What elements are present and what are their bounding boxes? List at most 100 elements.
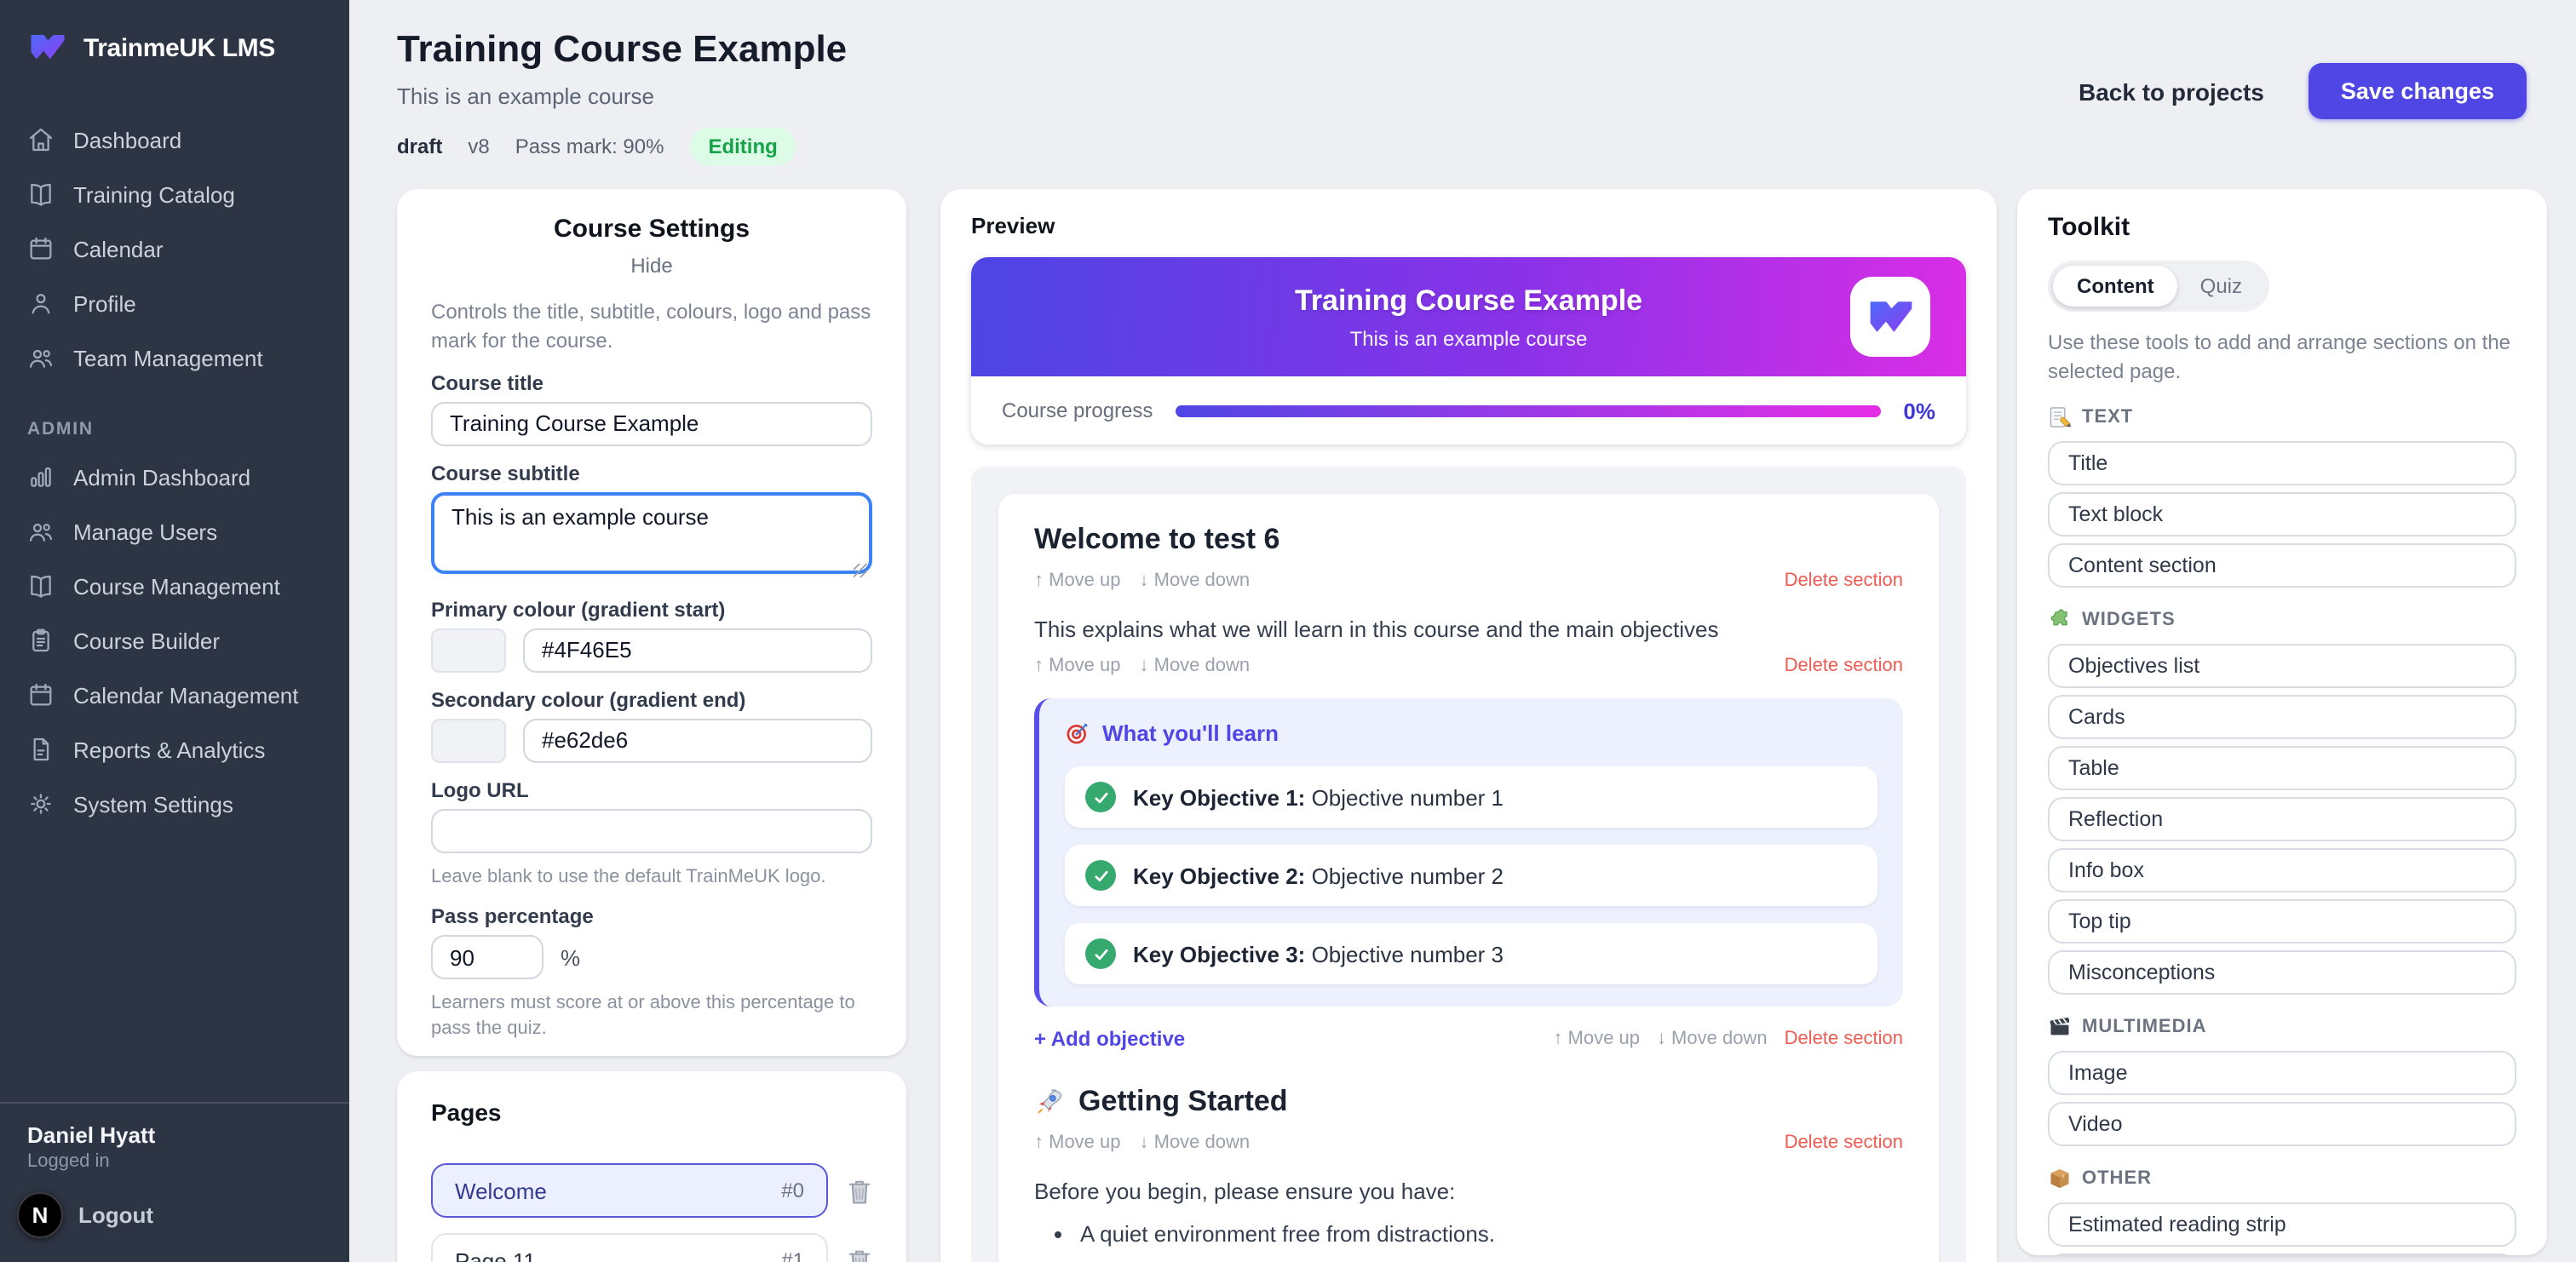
sidebar-item-label: System Settings <box>73 791 233 817</box>
badge-row: draft v8 Pass mark: 90% Editing <box>397 128 2528 165</box>
tool-title[interactable]: Title <box>2048 441 2516 486</box>
tool-cards[interactable]: Cards <box>2048 695 2516 740</box>
primary-colour-swatch[interactable] <box>431 628 506 673</box>
pass-percentage-input[interactable] <box>431 935 543 980</box>
tab-content[interactable]: Content <box>2053 266 2178 307</box>
objective-item: Key Objective 3: Objective number 3 <box>1065 923 1877 984</box>
calendar-icon <box>30 683 52 706</box>
group-label-other: OTHER <box>2048 1167 2516 1190</box>
logout-row: N Logout <box>0 1179 349 1262</box>
tool-image[interactable]: Image <box>2048 1051 2516 1096</box>
group-label-widgets: WIDGETS <box>2048 608 2516 632</box>
sidebar-item-reports-analytics[interactable]: Reports & Analytics <box>0 722 349 777</box>
delete-page-button[interactable] <box>847 1176 872 1205</box>
secondary-colour-label: Secondary colour (gradient end) <box>431 687 746 712</box>
sidebar-item-profile[interactable]: Profile <box>0 276 349 330</box>
course-title-input[interactable] <box>431 401 872 446</box>
section-intro: Before you begin, please ensure you have… <box>1034 1179 1456 1204</box>
primary-colour-input[interactable] <box>523 628 872 673</box>
move-down-button[interactable]: ↓ Move down <box>1139 571 1251 591</box>
secondary-colour-input[interactable] <box>523 718 872 763</box>
move-down-button[interactable]: ↓ Move down <box>1656 1029 1768 1049</box>
banner-logo-chip <box>1850 277 1930 357</box>
page-item-welcome[interactable]: Welcome #0 <box>431 1163 828 1218</box>
move-up-button[interactable]: ↑ Move up <box>1553 1029 1640 1049</box>
delete-section-button[interactable]: Delete section <box>1784 1133 1903 1153</box>
page-name: Welcome <box>455 1178 547 1203</box>
tool-text-block[interactable]: Text block <box>2048 492 2516 537</box>
course-subtitle-textarea[interactable] <box>431 491 872 574</box>
version-badge: v8 <box>468 135 490 158</box>
document-icon <box>33 737 49 761</box>
trash-icon <box>848 1179 871 1203</box>
sidebar-item-calendar-management[interactable]: Calendar Management <box>0 668 349 722</box>
settings-heading: Course Settings <box>553 215 750 244</box>
save-changes-button[interactable]: Save changes <box>2308 63 2527 119</box>
bar-chart-icon <box>31 467 51 487</box>
tool-content-section[interactable]: Content section <box>2048 543 2516 588</box>
logout-button[interactable]: Logout <box>78 1202 154 1228</box>
puzzle-icon <box>2050 609 2067 626</box>
progress-row: Course progress 0% <box>971 376 1966 445</box>
page-item-page-11[interactable]: Page 11 #1 <box>431 1233 828 1262</box>
trainmeuk-logo-icon <box>1869 301 1912 331</box>
objectives-widget: What you'll learn Key Objective 1: Objec… <box>1034 698 1903 1007</box>
section-controls: ↑ Move up ↓ Move down Delete section <box>1034 1133 1903 1153</box>
nextjs-dev-badge[interactable]: N <box>17 1192 63 1238</box>
tool-video[interactable]: Video <box>2048 1102 2516 1147</box>
delete-section-button[interactable]: Delete section <box>1784 1029 1903 1049</box>
tool-objectives-list[interactable]: Objectives list <box>2048 644 2516 689</box>
move-up-button[interactable]: ↑ Move up <box>1034 656 1121 676</box>
sidebar-item-team-management[interactable]: Team Management <box>0 330 349 385</box>
hide-settings-link[interactable]: Hide <box>630 254 673 278</box>
secondary-colour-swatch[interactable] <box>431 718 506 763</box>
user-status: Logged in <box>27 1151 110 1172</box>
tool-reflection[interactable]: Reflection <box>2048 797 2516 842</box>
sidebar-item-course-management[interactable]: Course Management <box>0 559 349 613</box>
editing-badge: Editing <box>689 128 796 165</box>
tool-info-box[interactable]: Info box <box>2048 848 2516 893</box>
sidebar-item-system-settings[interactable]: System Settings <box>0 777 349 831</box>
sidebar-item-manage-users[interactable]: Manage Users <box>0 504 349 559</box>
add-objective-button[interactable]: + Add objective <box>1034 1027 1186 1051</box>
brand-name: TrainmeUK LMS <box>83 33 275 62</box>
clapperboard-icon <box>2050 1018 2070 1035</box>
sidebar-item-calendar[interactable]: Calendar <box>0 221 349 276</box>
gear-icon <box>31 794 51 814</box>
page-row: Page 11 #1 <box>431 1233 872 1262</box>
objectives-header: What you'll learn <box>1065 720 1877 746</box>
back-to-projects-link[interactable]: Back to projects <box>2079 77 2264 105</box>
sidebar-item-label: Course Builder <box>73 628 220 653</box>
delete-page-button[interactable] <box>847 1246 872 1262</box>
status-badge: draft <box>397 135 443 158</box>
page-subtitle: This is an example course <box>397 83 655 109</box>
resize-handle[interactable] <box>854 563 867 577</box>
move-down-button[interactable]: ↓ Move down <box>1139 656 1251 676</box>
delete-section-button[interactable]: Delete section <box>1784 571 1903 591</box>
section-paragraph: This explains what we will learn in this… <box>1034 617 1719 642</box>
logo-url-input[interactable] <box>431 808 872 853</box>
sidebar-item-course-builder[interactable]: Course Builder <box>0 613 349 668</box>
pages-heading: Pages <box>431 1099 502 1126</box>
tool-misconceptions[interactable]: Misconceptions <box>2048 950 2516 995</box>
move-down-button[interactable]: ↓ Move down <box>1139 1133 1251 1153</box>
tab-quiz[interactable]: Quiz <box>2199 274 2243 298</box>
user-icon <box>32 294 50 314</box>
users-icon <box>29 349 53 368</box>
sidebar-item-training-catalog[interactable]: Training Catalog <box>0 167 349 221</box>
course-title-label: Course title <box>431 370 544 395</box>
tool-estimated-reading-strip[interactable]: Estimated reading strip <box>2048 1202 2516 1248</box>
tool-top-tip[interactable]: Top tip <box>2048 899 2516 944</box>
objective-item: Key Objective 1: Objective number 1 <box>1065 766 1877 828</box>
move-up-button[interactable]: ↑ Move up <box>1034 571 1121 591</box>
book-icon <box>31 183 51 206</box>
objectives-footer: + Add objective ↑ Move up ↓ Move down De… <box>1034 1027 1903 1051</box>
preview-page-card: Welcome to test 6 ↑ Move up ↓ Move down … <box>998 494 1939 1262</box>
sidebar-item-label: Course Management <box>73 573 280 599</box>
tool-table[interactable]: Table <box>2048 746 2516 791</box>
move-up-button[interactable]: ↑ Move up <box>1034 1133 1121 1153</box>
tool-completion-summary[interactable]: Completion summary <box>2048 1253 2516 1255</box>
delete-section-button[interactable]: Delete section <box>1784 656 1903 676</box>
sidebar-item-admin-dashboard[interactable]: Admin Dashboard <box>0 450 349 504</box>
sidebar-item-dashboard[interactable]: Dashboard <box>0 112 349 167</box>
